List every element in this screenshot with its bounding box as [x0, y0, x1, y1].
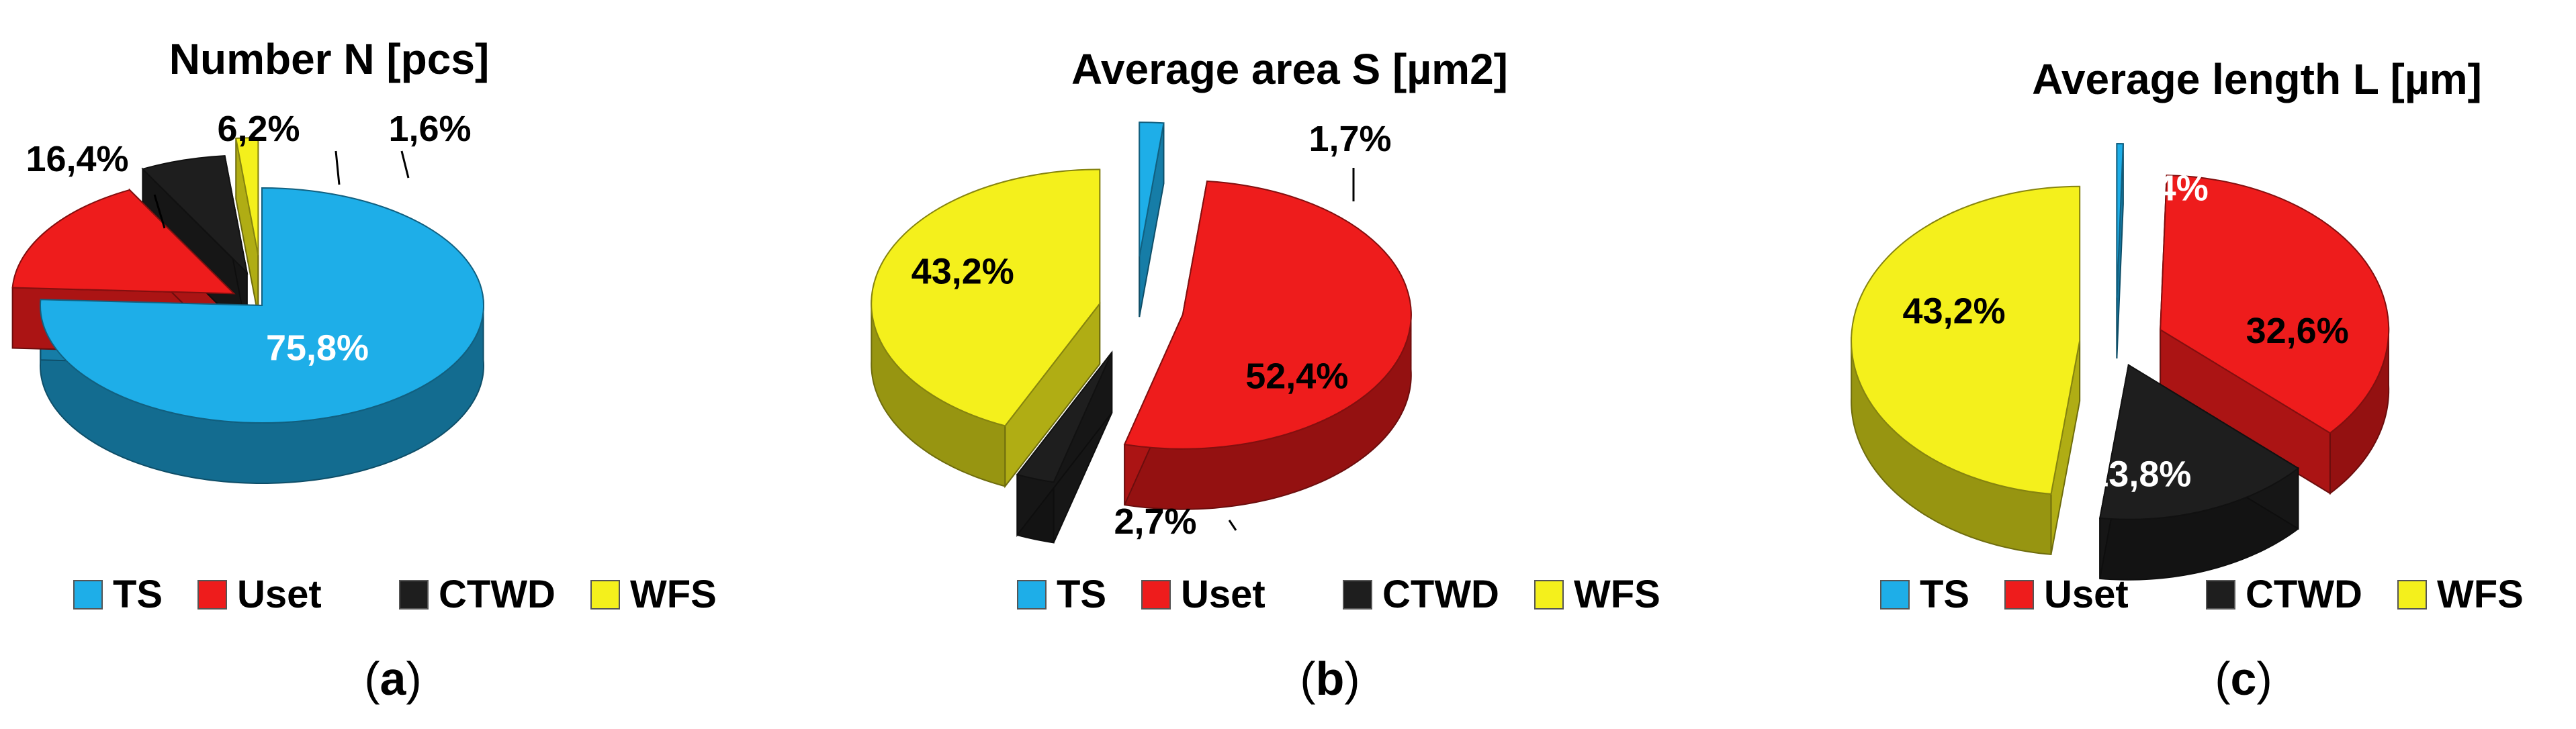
data-label-ts: 75,8% — [266, 328, 369, 368]
legend-swatch-uset — [197, 580, 227, 610]
slice-uset — [1123, 180, 1412, 450]
data-label-ctwd: 2,7% — [1114, 501, 1196, 542]
legend-label-uset: Uset — [237, 573, 322, 616]
slice-ts — [40, 187, 484, 424]
legend-swatch-ts — [1880, 580, 1910, 610]
panel-label: (b) — [1300, 652, 1360, 705]
data-label-ts: 0,4% — [2126, 168, 2209, 208]
legend-label-uset: Uset — [2044, 573, 2129, 616]
legend-swatch-ctwd — [1343, 580, 1372, 610]
panel-label: (a) — [364, 652, 422, 705]
legend-swatch-ctwd — [2206, 580, 2235, 610]
slice-ctwd — [2099, 364, 2300, 520]
slice-ts — [2116, 143, 2124, 299]
chart-title: Average area S [µm2] — [1071, 45, 1508, 93]
legend-swatch-ts — [73, 580, 103, 610]
panel-label: (c) — [2215, 652, 2272, 705]
legend-label-ctwd: CTWD — [2246, 573, 2362, 616]
legend-swatch-uset — [2004, 580, 2034, 610]
data-label-wfs: 1,6% — [388, 109, 471, 149]
legend-label-uset: Uset — [1181, 573, 1265, 616]
legend-label-wfs: WFS — [630, 573, 717, 616]
data-label-uset: 32,6% — [2246, 311, 2349, 351]
legend-label-ctwd: CTWD — [1382, 573, 1499, 616]
legend-label-ts: TS — [113, 573, 163, 616]
data-label-uset: 52,4% — [1245, 356, 1348, 397]
legend-label-ctwd: CTWD — [439, 573, 556, 616]
legend-label-ts: TS — [1920, 573, 1969, 616]
slice-ctwd — [141, 155, 249, 275]
leader-line-ctwd — [1228, 520, 1237, 531]
slice-ctwd — [1016, 352, 1113, 483]
data-label-ctwd: 6,2% — [217, 109, 300, 149]
leader-line-ctwd — [335, 150, 341, 185]
legend-swatch-wfs — [590, 580, 620, 610]
pie-chart-c: 0,4% 32,6% 13,8% 43,2% Average length L [µm]… — [1851, 55, 2524, 705]
legend-label-wfs: WFS — [1574, 573, 1660, 616]
data-label-uset: 16,4% — [26, 139, 128, 179]
legend-swatch-wfs — [1534, 580, 1564, 610]
legend-swatch-ts — [1017, 580, 1047, 610]
slice-uset — [11, 189, 236, 295]
pie-chart-a: 75,8% 16,4% 6,2% 1,6% Number N [pcs] TS Uset CT… — [11, 35, 717, 705]
chart-title: Number N [pcs] — [169, 35, 490, 83]
legend-label-ts: TS — [1057, 573, 1106, 616]
slice-ts — [1139, 122, 1165, 257]
data-label-wfs: 43,2% — [1903, 291, 2006, 332]
legend-swatch-wfs — [2397, 580, 2427, 610]
data-label-wfs: 43,2% — [912, 251, 1014, 291]
slice-wfs — [871, 168, 1101, 427]
legend-swatch-uset — [1141, 580, 1171, 610]
leader-line-wfs — [400, 150, 410, 179]
legend-swatch-ctwd — [399, 580, 429, 610]
data-label-ctwd: 13,8% — [2088, 454, 2191, 495]
pie-chart-b: 1,7% 52,4% 2,7% 43,2% Average area S [µm2] TS… — [871, 45, 1660, 705]
slice-uset — [2160, 175, 2390, 434]
leader-line-uset — [153, 194, 166, 229]
data-label-ts: 1,7% — [1308, 119, 1391, 159]
slice-wfs — [235, 137, 259, 256]
chart-title: Average length L [µm] — [2032, 55, 2482, 103]
legend-label-wfs: WFS — [2437, 573, 2524, 616]
slice-wfs — [1851, 185, 2081, 495]
